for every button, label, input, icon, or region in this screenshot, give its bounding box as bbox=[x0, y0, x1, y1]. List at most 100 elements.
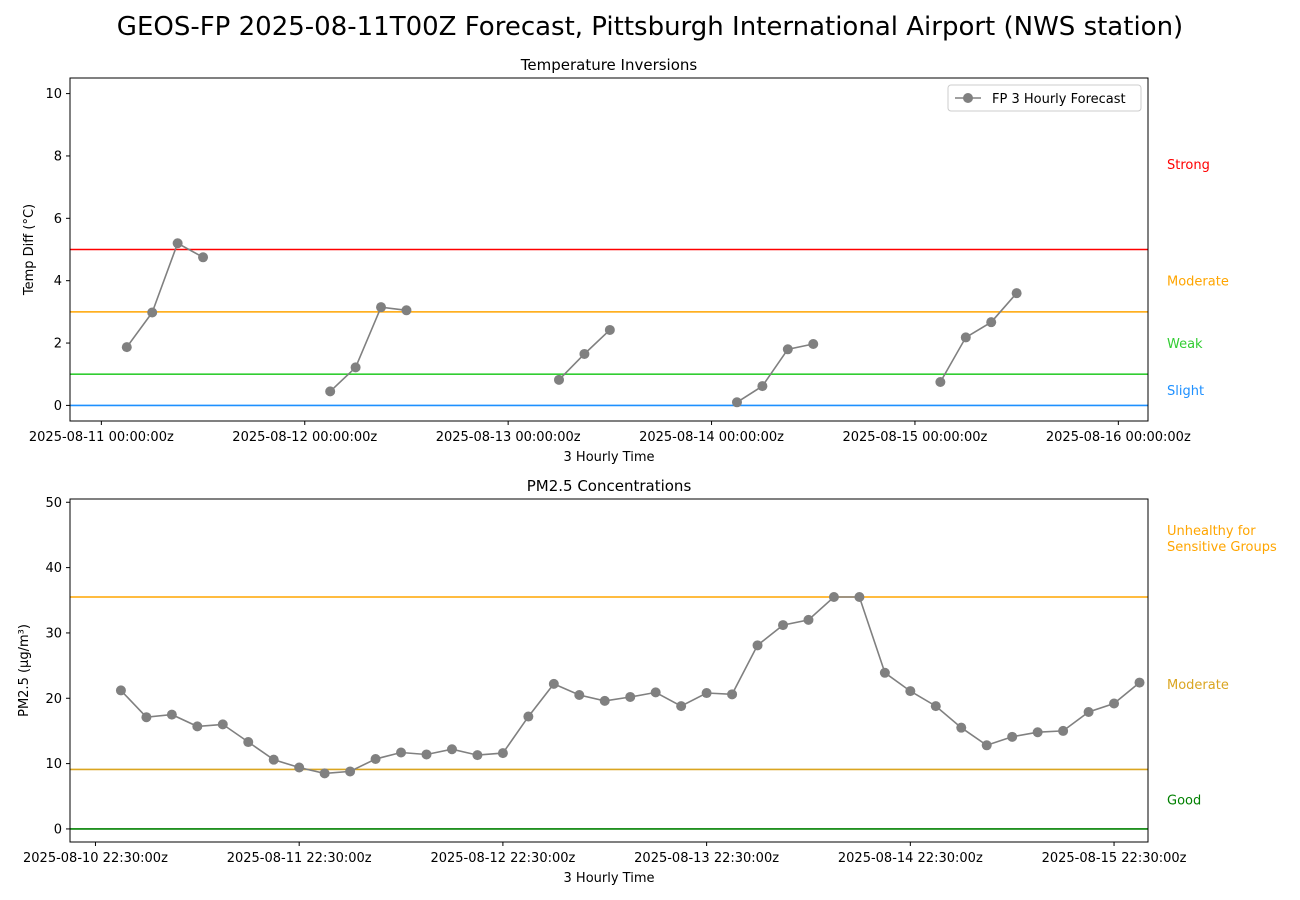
threshold-label: Slight bbox=[1167, 384, 1204, 399]
threshold-label-line: Good bbox=[1167, 794, 1201, 809]
data-point bbox=[141, 712, 152, 723]
data-point bbox=[147, 307, 158, 318]
y-tick-label: 50 bbox=[45, 496, 62, 511]
data-point bbox=[217, 719, 228, 730]
panel-title: Temperature Inversions bbox=[520, 56, 698, 74]
data-point bbox=[731, 397, 742, 408]
threshold-label: Moderate bbox=[1167, 678, 1229, 693]
data-point bbox=[446, 744, 457, 755]
data-point bbox=[930, 701, 941, 712]
data-point bbox=[115, 685, 126, 696]
data-point bbox=[727, 689, 738, 700]
x-tick-label: 2025-08-13 00:00:00z bbox=[436, 430, 581, 445]
y-tick-label: 30 bbox=[45, 626, 62, 641]
data-point bbox=[243, 737, 254, 748]
data-point bbox=[548, 678, 559, 689]
figure-title: GEOS-FP 2025-08-11T00Z Forecast, Pittsbu… bbox=[116, 12, 1184, 42]
plot-frame bbox=[69, 77, 1149, 422]
data-point bbox=[172, 238, 183, 249]
data-point bbox=[1083, 706, 1094, 717]
data-point bbox=[1134, 677, 1145, 688]
data-point bbox=[650, 687, 661, 698]
data-point bbox=[268, 754, 279, 765]
threshold-label-line: Moderate bbox=[1167, 678, 1229, 693]
data-point bbox=[1007, 731, 1018, 742]
data-point bbox=[879, 667, 890, 678]
y-tick-label: 20 bbox=[45, 692, 62, 707]
data-point bbox=[401, 305, 412, 316]
data-point bbox=[803, 614, 814, 625]
threshold-label-line: Sensitive Groups bbox=[1167, 540, 1277, 555]
data-point bbox=[1032, 727, 1043, 738]
x-tick-label: 2025-08-11 00:00:00z bbox=[29, 430, 174, 445]
data-point bbox=[497, 748, 508, 759]
data-point bbox=[121, 342, 132, 353]
data-point bbox=[956, 722, 967, 733]
x-tick-label: 2025-08-11 22:30:00z bbox=[227, 851, 372, 866]
y-tick-label: 4 bbox=[54, 274, 62, 289]
series-line bbox=[126, 242, 204, 348]
data-point bbox=[1109, 698, 1120, 709]
data-point bbox=[472, 750, 483, 761]
y-axis-title: Temp Diff (°C) bbox=[22, 204, 37, 296]
threshold-label: Good bbox=[1167, 794, 1201, 809]
data-point bbox=[701, 688, 712, 699]
plot-frame bbox=[69, 498, 1149, 843]
x-tick-label: 2025-08-10 22:30:00z bbox=[23, 851, 168, 866]
data-point bbox=[376, 302, 387, 313]
x-tick-label: 2025-08-15 00:00:00z bbox=[842, 430, 987, 445]
legend-entry: FP 3 Hourly Forecast bbox=[992, 92, 1126, 107]
data-point bbox=[752, 640, 763, 651]
data-point bbox=[325, 386, 336, 397]
threshold-label-line: Moderate bbox=[1167, 275, 1229, 290]
data-point bbox=[345, 766, 356, 777]
series-line bbox=[736, 343, 814, 403]
data-point bbox=[421, 749, 432, 760]
data-point bbox=[935, 377, 946, 388]
data-point bbox=[350, 362, 361, 373]
data-point bbox=[166, 709, 177, 720]
x-axis-title: 3 Hourly Time bbox=[564, 871, 655, 886]
threshold-label-line: Unhealthy for bbox=[1167, 524, 1256, 539]
threshold-label: Weak bbox=[1167, 337, 1203, 352]
data-point bbox=[192, 721, 203, 732]
data-point bbox=[1011, 288, 1022, 299]
y-tick-label: 2 bbox=[54, 337, 62, 352]
data-point bbox=[905, 686, 916, 697]
x-tick-label: 2025-08-16 00:00:00z bbox=[1046, 430, 1191, 445]
x-tick-label: 2025-08-12 00:00:00z bbox=[232, 430, 377, 445]
data-point bbox=[579, 348, 590, 359]
y-tick-label: 6 bbox=[54, 212, 62, 227]
data-point bbox=[960, 332, 971, 343]
y-tick-label: 10 bbox=[45, 757, 62, 772]
data-point bbox=[294, 762, 305, 773]
data-point bbox=[604, 324, 615, 335]
x-tick-label: 2025-08-13 22:30:00z bbox=[634, 851, 779, 866]
threshold-label: Moderate bbox=[1167, 275, 1229, 290]
data-point bbox=[757, 381, 768, 392]
data-point bbox=[319, 768, 330, 779]
data-point bbox=[523, 711, 534, 722]
data-point bbox=[370, 754, 381, 765]
data-point bbox=[553, 374, 564, 385]
data-point bbox=[986, 317, 997, 328]
legend-marker-swatch bbox=[963, 93, 973, 103]
series-line bbox=[939, 292, 1018, 383]
x-tick-label: 2025-08-14 00:00:00z bbox=[639, 430, 784, 445]
data-point bbox=[599, 695, 610, 706]
x-axis-title: 3 Hourly Time bbox=[564, 450, 655, 465]
panel-title: PM2.5 Concentrations bbox=[527, 477, 692, 495]
threshold-label: Unhealthy for Sensitive Groups bbox=[1167, 524, 1277, 555]
data-point bbox=[828, 592, 839, 602]
data-point bbox=[778, 620, 789, 631]
x-tick-label: 2025-08-15 22:30:00z bbox=[1042, 851, 1187, 866]
data-point bbox=[574, 690, 585, 700]
data-point bbox=[981, 740, 992, 751]
threshold-label-line: Weak bbox=[1167, 337, 1203, 352]
threshold-label: Strong bbox=[1167, 158, 1210, 173]
threshold-label-line: Strong bbox=[1167, 158, 1210, 173]
data-point bbox=[396, 747, 407, 758]
series-line bbox=[329, 306, 407, 392]
x-tick-label: 2025-08-12 22:30:00z bbox=[430, 851, 575, 866]
